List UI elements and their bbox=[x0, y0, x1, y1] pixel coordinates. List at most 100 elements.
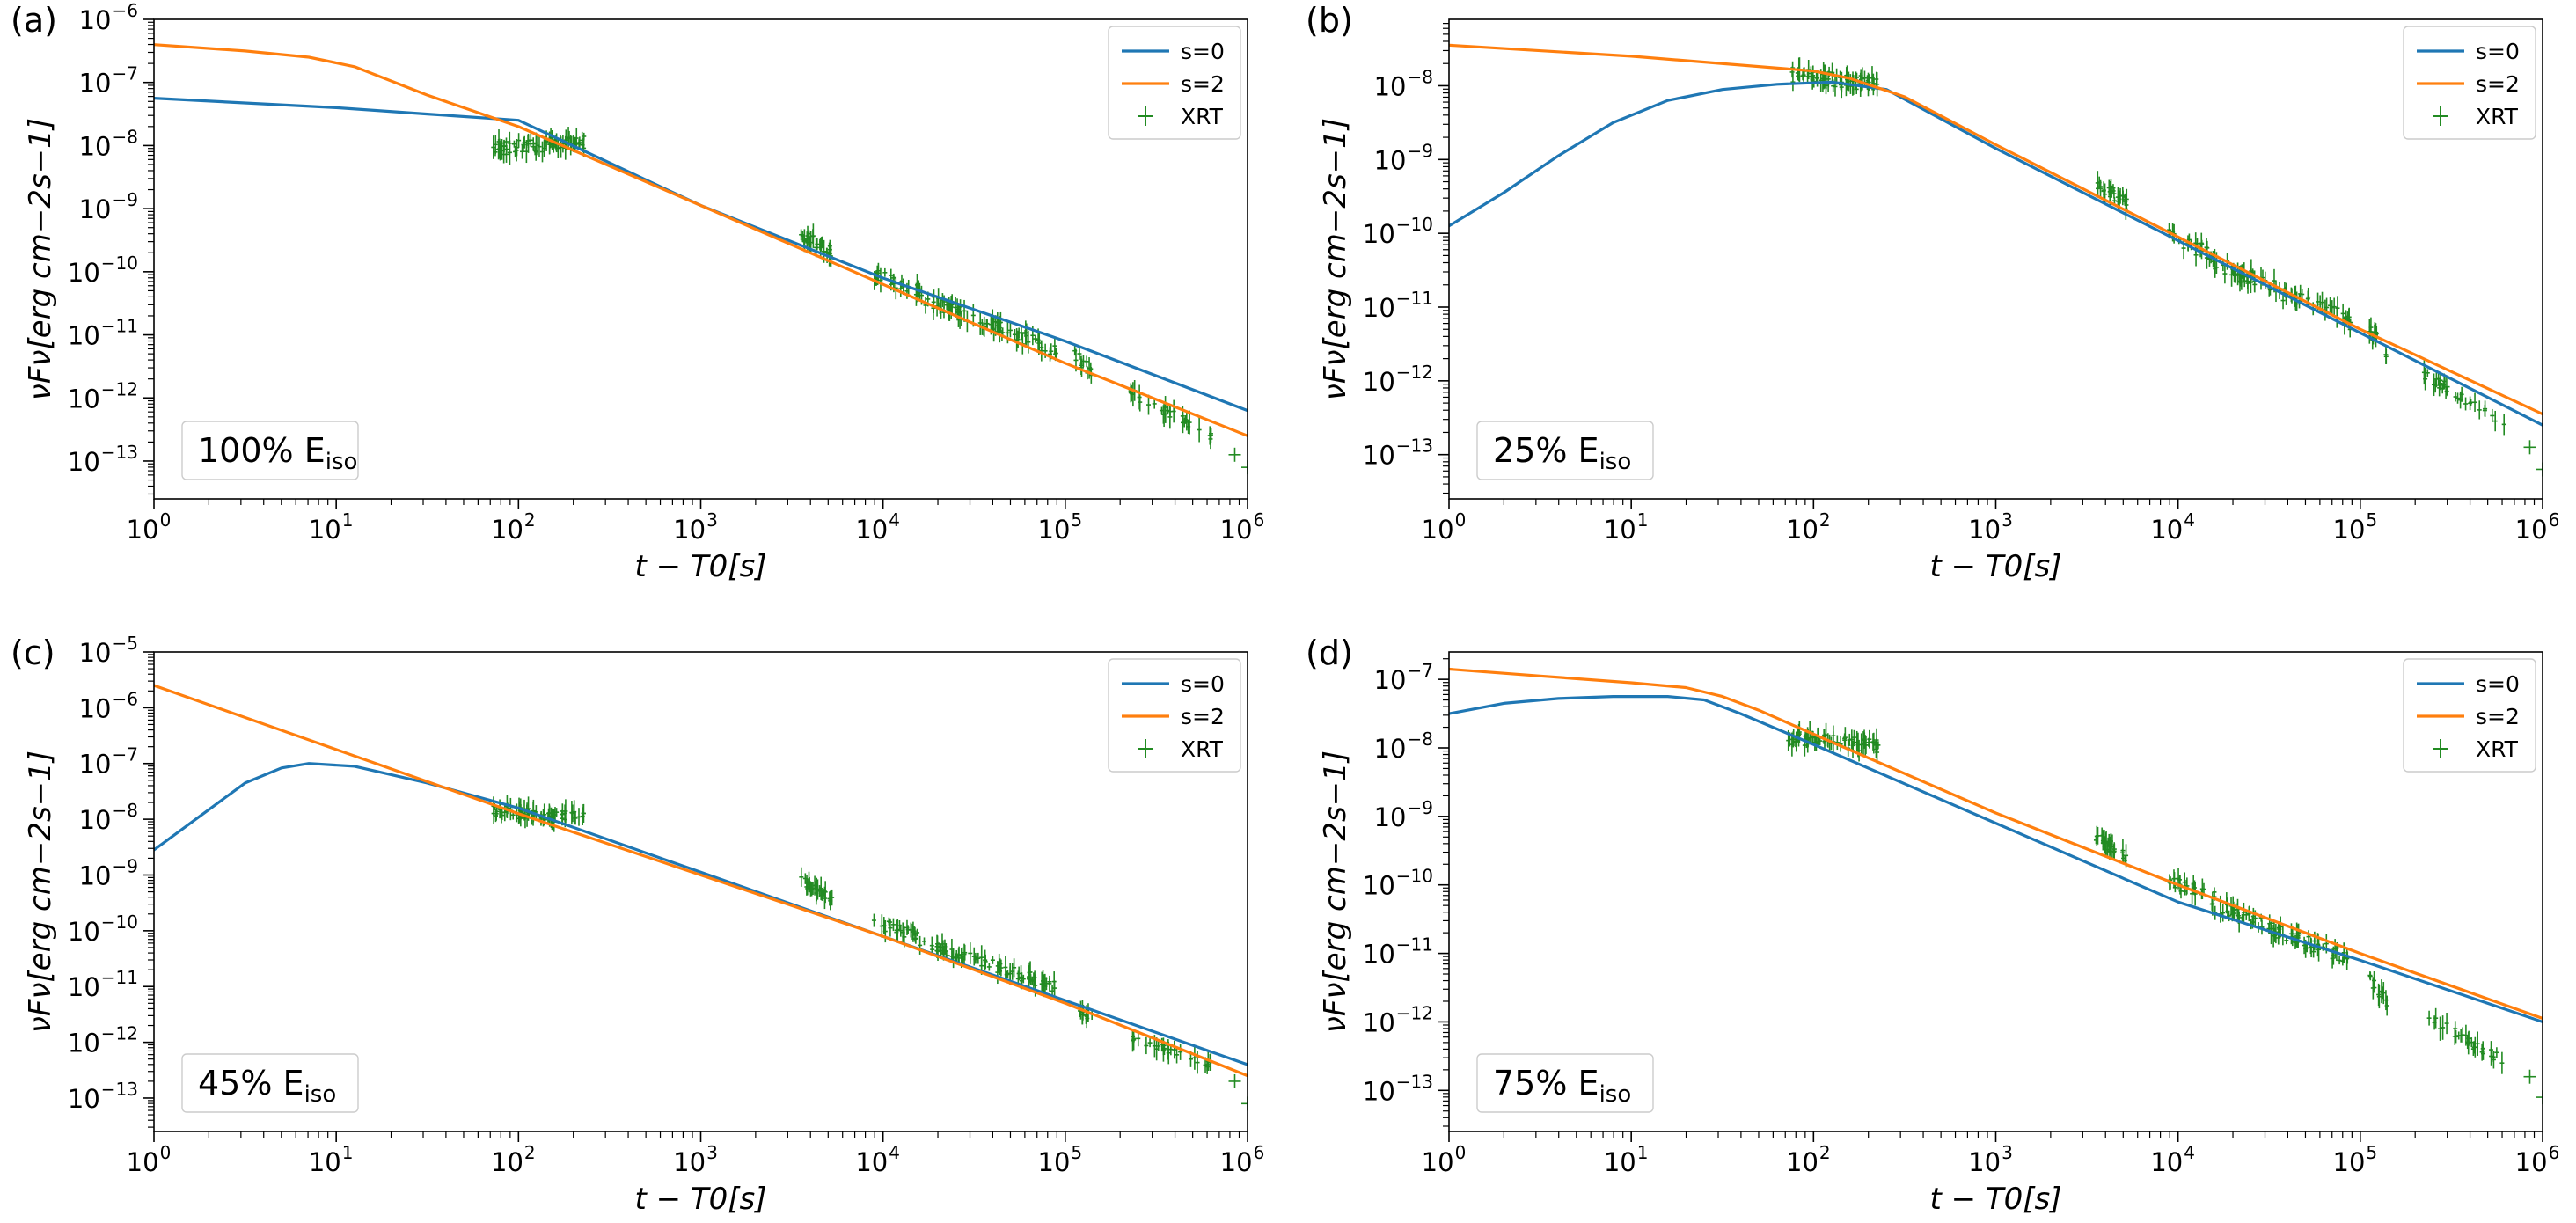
x-tick-label: 100 bbox=[127, 1142, 172, 1177]
y-tick-label: 10−11 bbox=[1363, 934, 1433, 970]
legend-frame bbox=[2403, 658, 2536, 773]
legend-label: XRT bbox=[1181, 104, 1224, 129]
panel-label: (a) bbox=[11, 1, 57, 40]
x-tick-label: 105 bbox=[1038, 509, 1083, 545]
y-axis-label: νFν[erg cm−2s−1] bbox=[23, 751, 58, 1033]
x-tick-label: 101 bbox=[1604, 1142, 1649, 1177]
minor-ticks bbox=[1443, 658, 2536, 1138]
legend-label: XRT bbox=[1181, 736, 1224, 762]
legend-label: XRT bbox=[2476, 104, 2519, 129]
annotation-text: 75% Eiso bbox=[1493, 1064, 1631, 1108]
x-tick-label: 104 bbox=[855, 1142, 900, 1177]
y-tick-label: 10−13 bbox=[1363, 1071, 1433, 1106]
energy-annotation: 25% Eiso bbox=[1476, 421, 1654, 480]
minor-ticks bbox=[148, 654, 1240, 1138]
y-axis-label: νFν[erg cm−2s−1] bbox=[1318, 118, 1353, 400]
x-axis-label: t − T0[s] bbox=[634, 549, 766, 584]
plot-frame bbox=[1448, 651, 2543, 1132]
panel-a: (a) 100 101 102 103 104 105 106 10−13 10−12 10−11… bbox=[11, 0, 1264, 584]
y-tick-label: 10−6 bbox=[79, 688, 138, 723]
y-tick-label: 10−11 bbox=[68, 316, 138, 351]
y-tick-label: 10−9 bbox=[79, 189, 138, 224]
minor-ticks bbox=[148, 21, 1240, 505]
x-tick-label: 102 bbox=[1786, 509, 1831, 545]
x-tick-label: 101 bbox=[309, 509, 354, 545]
y-tick-label: 10−13 bbox=[68, 442, 138, 477]
annotation-box bbox=[181, 421, 359, 480]
y-tick-label: 10−12 bbox=[68, 1023, 138, 1058]
panel-d: (d) 100 101 102 103 104 105 106 10−13 10−12 10−11… bbox=[1306, 633, 2559, 1217]
energy-annotation: 75% Eiso bbox=[1476, 1053, 1654, 1113]
x-axis-label: t − T0[s] bbox=[1929, 1182, 2061, 1217]
plot-area bbox=[1449, 667, 2543, 1105]
y-tick-label: 10−7 bbox=[79, 63, 138, 99]
tick-group: 100 101 102 103 104 105 106 10−13 10−12 10−11 10−1… bbox=[68, 633, 1264, 1177]
series-line-s2 bbox=[1449, 667, 2543, 1021]
x-tick-label: 100 bbox=[1422, 509, 1467, 545]
x-tick-label: 101 bbox=[1604, 509, 1649, 545]
legend-label: s=0 bbox=[2476, 39, 2520, 64]
minor-ticks bbox=[1443, 23, 2536, 505]
x-tick-label: 103 bbox=[1968, 1142, 2013, 1177]
x-tick-label: 105 bbox=[1038, 1142, 1083, 1177]
y-tick-label: 10−7 bbox=[1374, 660, 1433, 695]
series-line-s0 bbox=[154, 96, 1248, 413]
legend-label: s=2 bbox=[1181, 71, 1225, 97]
x-tick-label: 106 bbox=[2515, 1142, 2560, 1177]
x-tick-label: 104 bbox=[855, 509, 900, 545]
x-tick-label: 102 bbox=[491, 1142, 536, 1177]
y-tick-label: 10−8 bbox=[79, 800, 138, 835]
x-tick-label: 105 bbox=[2333, 509, 2378, 545]
y-tick-label: 10−8 bbox=[1374, 66, 1433, 101]
annotation-text: 100% Eiso bbox=[198, 431, 357, 475]
y-tick-label: 10−8 bbox=[79, 126, 138, 161]
y-tick-label: 10−13 bbox=[68, 1079, 138, 1114]
x-tick-label: 103 bbox=[673, 1142, 718, 1177]
x-axis-label: t − T0[s] bbox=[634, 1182, 766, 1217]
series-line-s2 bbox=[154, 684, 1248, 1078]
legend-frame bbox=[1108, 658, 1241, 773]
legend-frame bbox=[1108, 26, 1241, 140]
x-tick-label: 104 bbox=[2150, 509, 2195, 545]
panel-c: (c) 100 101 102 103 104 105 106 10−13 10−12 10−11… bbox=[11, 633, 1264, 1217]
legend: s=0 s=2 XRT bbox=[2403, 26, 2536, 140]
y-axis-label: νFν[erg cm−2s−1] bbox=[23, 118, 58, 400]
annotation-text: 45% Eiso bbox=[198, 1064, 336, 1108]
y-tick-label: 10−11 bbox=[68, 967, 138, 1002]
y-tick-label: 10−10 bbox=[68, 912, 138, 947]
legend-label: XRT bbox=[2476, 736, 2519, 762]
x-tick-label: 102 bbox=[491, 509, 536, 545]
plot-area bbox=[1449, 43, 2543, 477]
y-tick-label: 10−13 bbox=[1363, 436, 1433, 471]
legend-label: s=0 bbox=[1181, 39, 1225, 64]
energy-annotation: 100% Eiso bbox=[181, 421, 359, 480]
y-tick-label: 10−11 bbox=[1363, 288, 1433, 323]
x-tick-label: 102 bbox=[1786, 1142, 1831, 1177]
xrt-data bbox=[491, 127, 1248, 475]
y-axis-label: νFν[erg cm−2s−1] bbox=[1318, 751, 1353, 1033]
y-tick-label: 10−6 bbox=[79, 0, 138, 35]
panel-label: (c) bbox=[11, 633, 55, 672]
x-tick-label: 105 bbox=[2333, 1142, 2378, 1177]
legend: s=0 s=2 XRT bbox=[2403, 658, 2536, 773]
tick-group: 100 101 102 103 104 105 106 10−13 10−12 10−11 10−1… bbox=[68, 0, 1264, 545]
legend-label: s=0 bbox=[1181, 671, 1225, 697]
legend-label: s=2 bbox=[1181, 704, 1225, 729]
x-tick-label: 103 bbox=[1968, 509, 2013, 545]
y-tick-label: 10−10 bbox=[1363, 866, 1433, 901]
plot-frame bbox=[153, 651, 1248, 1132]
y-tick-label: 10−10 bbox=[1363, 214, 1433, 249]
x-tick-label: 100 bbox=[127, 509, 172, 545]
panel-b: (b) 100 101 102 103 104 105 106 10−13 10−12 10−11… bbox=[1306, 1, 2559, 584]
plot-area bbox=[154, 684, 1248, 1111]
legend: s=0 s=2 XRT bbox=[1108, 26, 1241, 140]
legend-label: s=0 bbox=[2476, 671, 2520, 697]
series-line-s0 bbox=[1449, 694, 2543, 1024]
x-axis-label: t − T0[s] bbox=[1929, 549, 2061, 584]
annotation-text: 25% Eiso bbox=[1493, 431, 1631, 475]
energy-annotation: 45% Eiso bbox=[181, 1053, 359, 1113]
annotation-box bbox=[1476, 1053, 1654, 1113]
plot-frame bbox=[1448, 18, 2543, 500]
x-tick-label: 100 bbox=[1422, 1142, 1467, 1177]
